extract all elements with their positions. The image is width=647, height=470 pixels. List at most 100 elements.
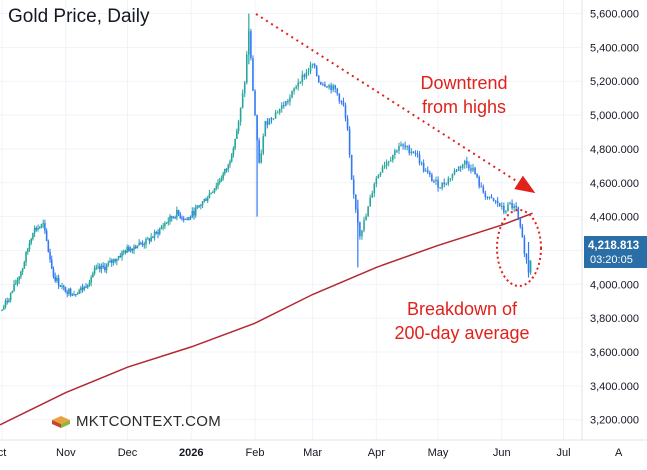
- axis-corner-label[interactable]: A: [615, 447, 623, 459]
- candle-body: [486, 196, 489, 198]
- candle-body: [217, 182, 219, 187]
- candle-body: [476, 174, 478, 177]
- candle-body: [424, 170, 427, 172]
- site-logo: MKTCONTEXT.COM: [50, 413, 221, 430]
- candle-body: [25, 252, 27, 263]
- candle-body: [203, 198, 206, 202]
- candle-body: [54, 276, 56, 281]
- x-tick-label: ct: [0, 447, 6, 459]
- candle-body: [449, 178, 452, 180]
- candle-body: [445, 183, 448, 185]
- candle-body: [394, 150, 396, 155]
- candle-body: [206, 197, 209, 201]
- candle-body: [201, 201, 204, 206]
- candle-body: [367, 206, 369, 217]
- candle-body: [93, 268, 96, 274]
- candle-body: [97, 266, 99, 268]
- candle-body: [182, 218, 185, 220]
- candle-body: [340, 101, 343, 103]
- candle-body: [408, 146, 411, 153]
- y-tick-label: 5,200.000: [590, 76, 639, 88]
- candle-body: [92, 273, 94, 278]
- candle-body: [463, 160, 466, 165]
- x-tick-label: Jul: [556, 447, 570, 459]
- candle-body: [213, 188, 216, 192]
- candle-body: [338, 93, 341, 102]
- candle-body: [278, 108, 281, 113]
- candle-body: [116, 258, 118, 262]
- candle-body: [18, 276, 20, 280]
- candle-body: [385, 162, 388, 166]
- candle-body: [324, 84, 326, 87]
- candle-body: [164, 223, 166, 227]
- candle-body: [398, 146, 400, 151]
- candle-body: [30, 238, 32, 244]
- candle-body: [496, 200, 499, 204]
- candle-body: [503, 205, 505, 213]
- candle-body: [148, 238, 151, 242]
- candle-body: [441, 182, 443, 189]
- candle-body: [515, 205, 517, 208]
- candle-body: [361, 230, 363, 237]
- candle-body: [295, 86, 297, 89]
- candle-body: [162, 226, 164, 228]
- candle-body: [289, 97, 291, 102]
- candle-body: [152, 237, 154, 239]
- candle-body: [140, 242, 142, 244]
- candle-body: [37, 228, 39, 230]
- breakdown-annotation-line-1: Breakdown of: [406, 299, 518, 319]
- candle-body: [377, 175, 380, 179]
- candle-body: [379, 172, 382, 176]
- candle-body: [69, 288, 72, 295]
- y-tick-label: 4,600.000: [590, 178, 639, 190]
- candle-body: [117, 256, 120, 259]
- candle-body: [45, 230, 48, 242]
- candle-body: [422, 162, 425, 172]
- candle-body: [14, 283, 17, 285]
- candle-body: [274, 112, 277, 119]
- x-tick-label: May: [428, 447, 449, 459]
- breakdown-annotation: Breakdown of 200-day average: [383, 297, 541, 345]
- candle-body: [334, 85, 337, 89]
- candle-body: [352, 179, 355, 195]
- price-label-value: 4,218.813: [588, 240, 639, 252]
- candle-body: [429, 172, 431, 175]
- candle-body: [134, 246, 137, 249]
- candle-body: [64, 286, 67, 293]
- candle-body: [98, 266, 101, 270]
- candle-body: [350, 154, 353, 180]
- candle-body: [112, 259, 115, 263]
- candle-body: [107, 262, 110, 265]
- candle-body: [461, 164, 464, 168]
- candle-body: [81, 287, 84, 290]
- candle-body: [262, 136, 265, 154]
- candle-body: [68, 288, 70, 294]
- candle-body: [519, 218, 522, 227]
- candle-body: [406, 146, 408, 148]
- y-tick-label: 3,200.000: [590, 415, 639, 427]
- candle-body: [433, 181, 435, 183]
- candle-body: [418, 154, 421, 164]
- candle-body: [303, 74, 306, 77]
- candle-body: [457, 166, 460, 171]
- candle-body: [254, 90, 256, 116]
- candle-body: [191, 210, 194, 218]
- candle-body: [439, 187, 441, 189]
- candle-body: [480, 186, 483, 188]
- candle-body: [435, 179, 437, 182]
- candle-body: [145, 238, 147, 245]
- moving-average-200-line: [0, 212, 533, 426]
- candle-body: [122, 251, 125, 253]
- candle-body: [184, 218, 187, 220]
- candle-body: [136, 245, 139, 249]
- candle-body: [305, 72, 308, 77]
- logo-icon: [52, 415, 70, 428]
- candle-body: [196, 205, 199, 208]
- candle-body: [47, 241, 50, 252]
- candle-body: [28, 243, 31, 249]
- candle-body: [49, 251, 51, 260]
- candle-body: [4, 300, 7, 307]
- candle-body: [291, 91, 293, 98]
- candle-body: [317, 75, 320, 83]
- chart-title: Gold Price, Daily: [8, 6, 150, 27]
